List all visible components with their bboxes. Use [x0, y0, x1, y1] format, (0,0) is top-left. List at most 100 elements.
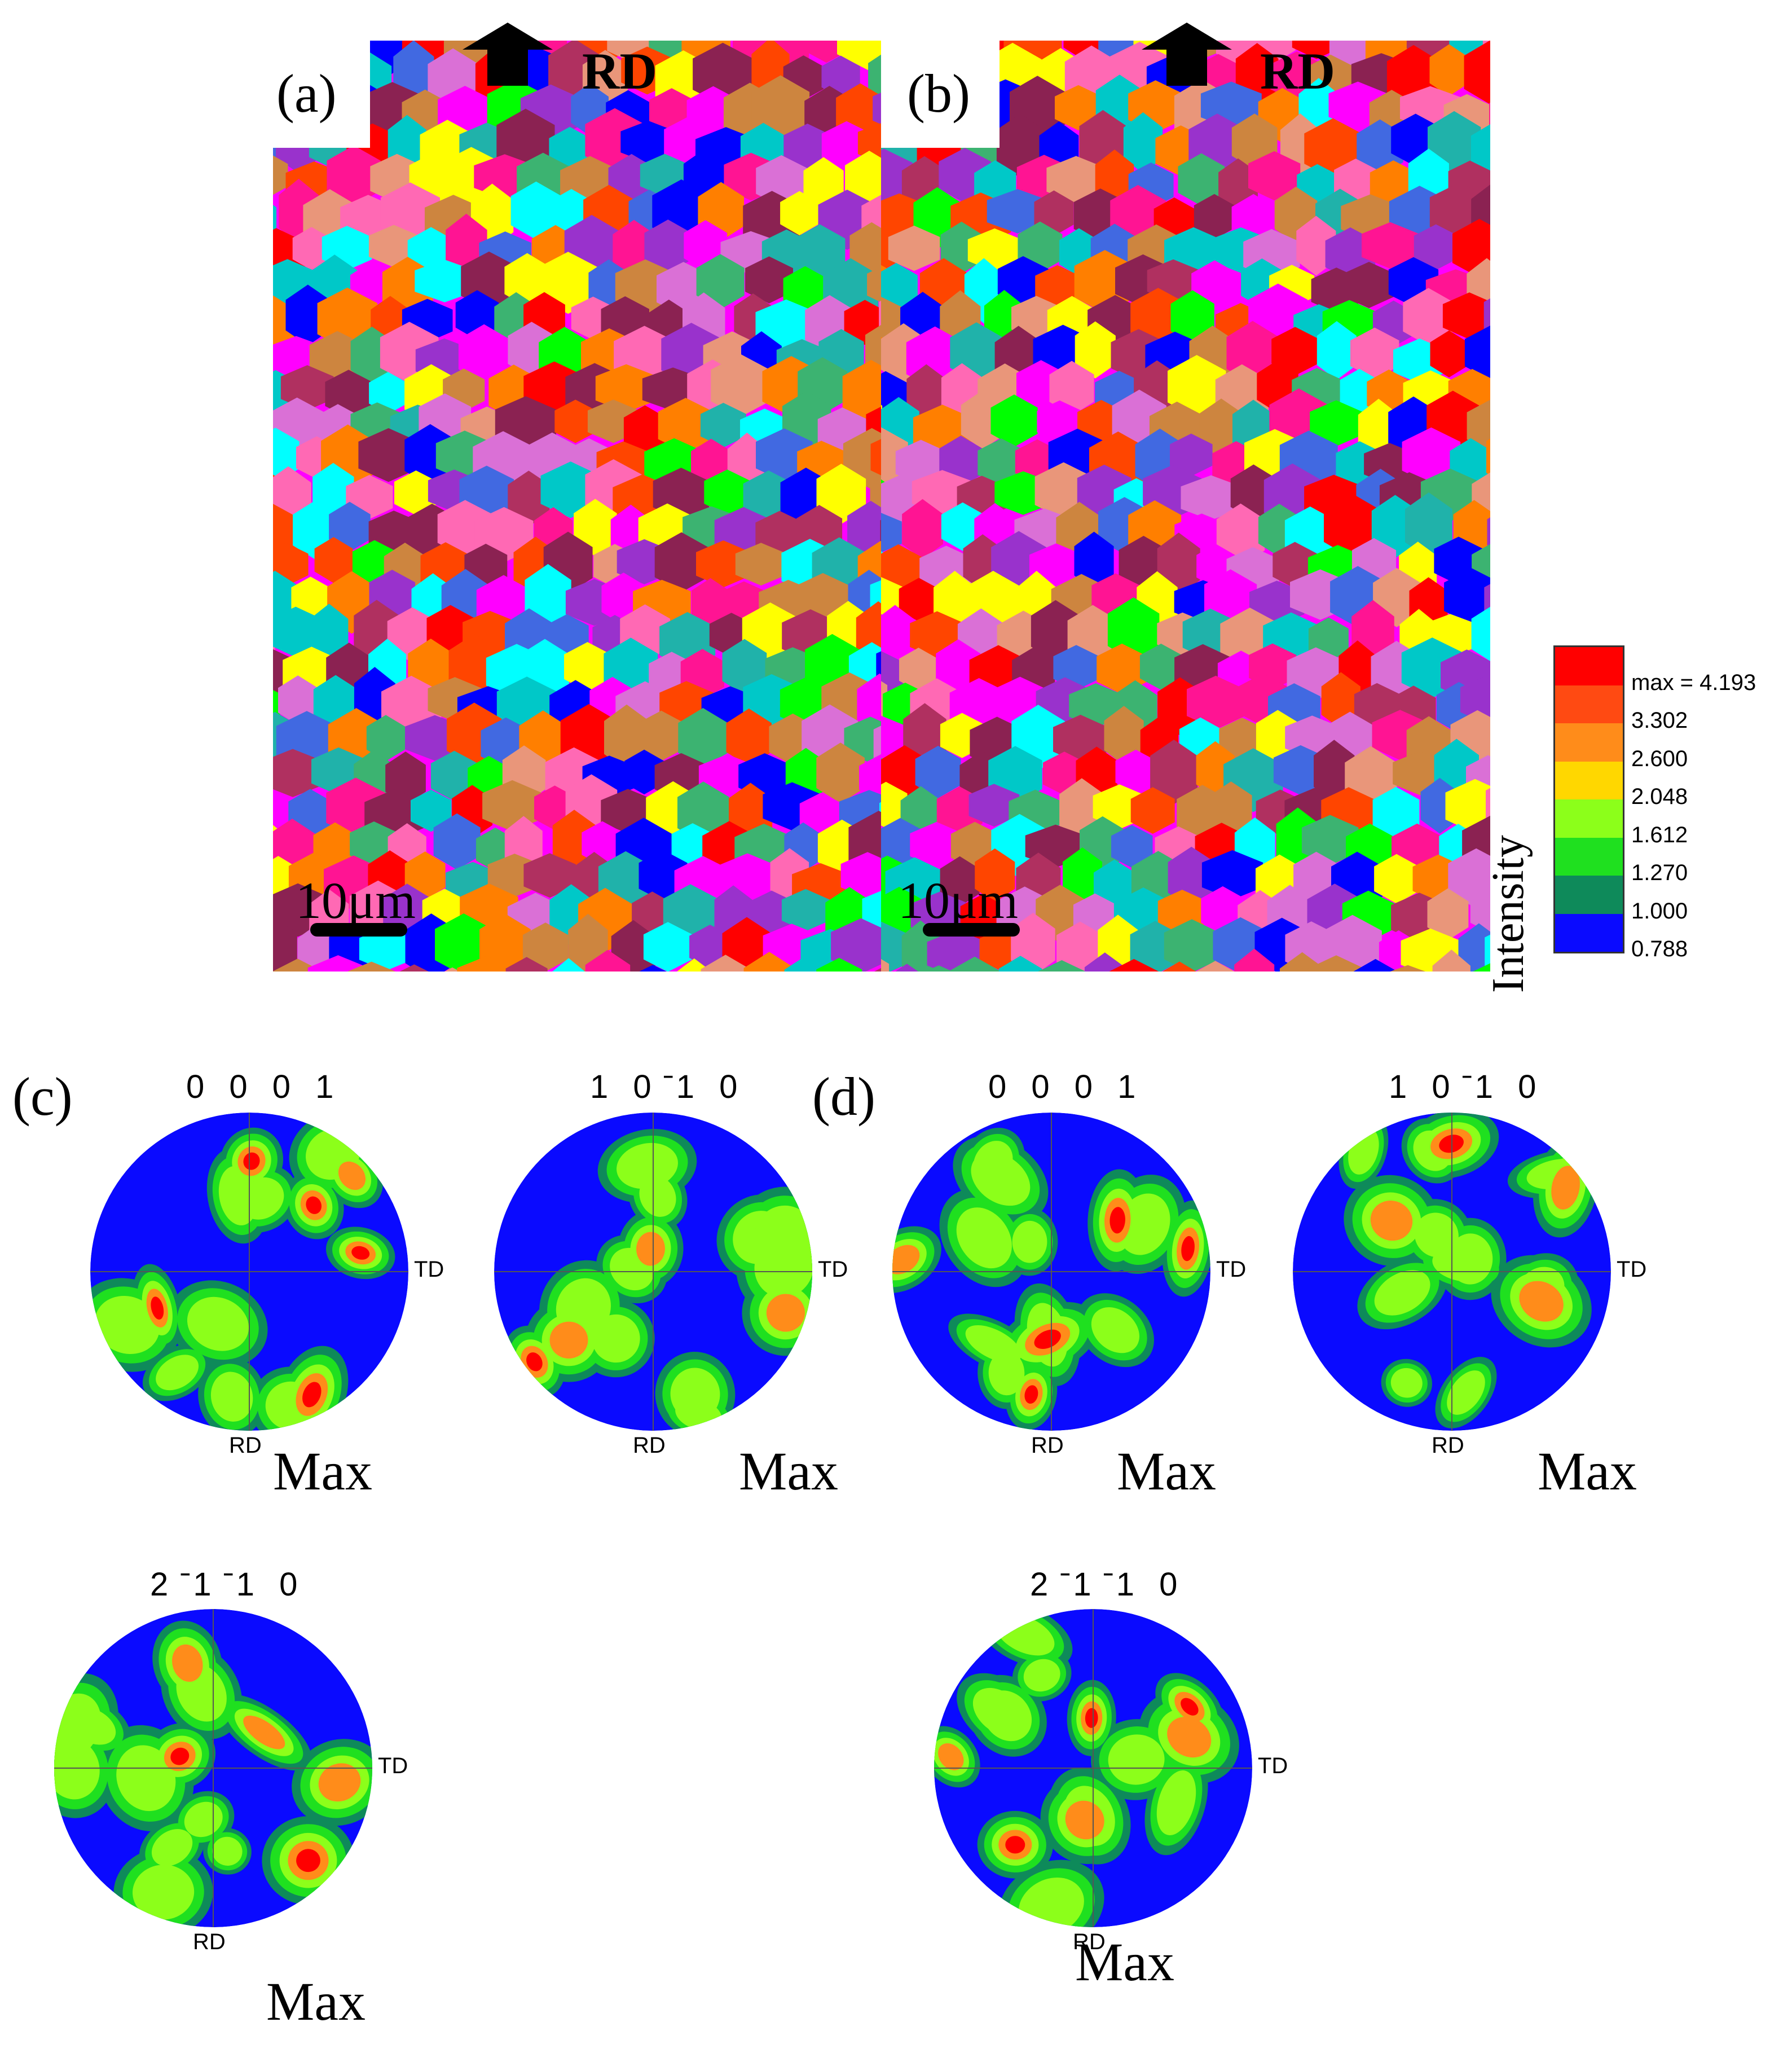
intensity-contour: [1065, 1800, 1104, 1840]
grain: [1292, 41, 1341, 59]
intensity-contour: [1091, 1307, 1139, 1353]
intensity-contour: [1447, 1370, 1485, 1415]
grain: [1187, 675, 1245, 729]
legend-level: 2.048: [1631, 784, 1688, 809]
td-label: TD: [1617, 1257, 1647, 1282]
grain: [700, 403, 746, 448]
grain: [399, 964, 429, 972]
grain: [711, 354, 770, 417]
grain: [867, 266, 881, 302]
legend-level: 1.000: [1631, 898, 1688, 924]
grain: [404, 851, 446, 900]
grain: [1314, 740, 1355, 803]
intensity-contour: [351, 1246, 370, 1260]
grain: [857, 123, 881, 163]
intensity-contour: [1024, 1385, 1038, 1404]
legend-swatch: [1555, 647, 1623, 685]
intensity-contour: [892, 1245, 920, 1274]
grain: [735, 543, 787, 586]
grain: [794, 224, 846, 282]
grain: [1178, 153, 1225, 206]
grain: [1038, 960, 1086, 972]
grain: [799, 793, 843, 836]
legend-swatch: [1555, 913, 1623, 952]
grain: [314, 537, 353, 583]
grain: [895, 964, 918, 972]
intensity-contour: [212, 1836, 243, 1866]
grain: [1362, 222, 1419, 269]
grain: [430, 750, 478, 801]
grain: [1310, 400, 1363, 447]
orientation-map-b: [881, 41, 1490, 972]
grain: [1063, 847, 1102, 905]
intensity-contour: [151, 1829, 193, 1866]
legend-level: max = 4.193: [1631, 670, 1756, 695]
grain: [1170, 290, 1214, 345]
grain: [1464, 326, 1490, 380]
grain: [415, 260, 475, 302]
intensity-contour: [1432, 1247, 1490, 1282]
grain: [975, 848, 1015, 903]
grain: [1075, 321, 1116, 379]
grain: [781, 889, 830, 931]
max-label: Max: [1117, 1441, 1216, 1501]
grain: [722, 639, 767, 695]
intensity-contour: [306, 1196, 322, 1214]
grain: [873, 726, 881, 762]
grain: [522, 922, 569, 972]
grain: [840, 852, 881, 899]
grain: [457, 956, 517, 972]
grain: [574, 499, 617, 557]
grain: [743, 952, 795, 972]
intensity-contour: [170, 1747, 190, 1765]
grain: [1271, 327, 1319, 376]
pole-figure-title: 1 0 ̄1 0: [1389, 1069, 1544, 1105]
intensity-contour: [210, 1372, 253, 1422]
label-backdrop-a: [273, 41, 370, 148]
td-label: TD: [1258, 1753, 1288, 1778]
grain: [329, 502, 371, 552]
grain: [1487, 517, 1490, 547]
grain: [816, 464, 866, 524]
grain: [998, 956, 1042, 972]
intensity-contour: [971, 1152, 1031, 1206]
grain: [874, 968, 881, 972]
grain: [968, 784, 1020, 827]
grain: [1405, 492, 1452, 559]
grain: [696, 540, 751, 588]
intensity-contour: [187, 1296, 249, 1351]
grain: [1201, 850, 1263, 900]
grain: [1390, 965, 1426, 972]
grain: [1427, 888, 1469, 940]
legend-level: 1.270: [1631, 860, 1688, 885]
grain: [783, 124, 831, 170]
grain: [523, 853, 576, 898]
intensity-contour: [956, 1207, 1012, 1269]
grain: [292, 227, 331, 270]
grain: [607, 41, 653, 61]
intensity-contour: [1390, 1368, 1423, 1398]
intensity-contour: [243, 1152, 260, 1170]
grain: [1444, 568, 1490, 626]
grain: [1150, 740, 1198, 805]
intensity-contour: [1005, 1836, 1025, 1854]
grain: [1164, 919, 1220, 972]
intensity-contour: [1374, 1270, 1430, 1316]
grain: [870, 439, 881, 476]
grain: [1458, 923, 1490, 972]
grain: [1350, 327, 1399, 379]
grain: [1046, 156, 1106, 204]
grain: [1414, 224, 1458, 270]
grain: [1353, 959, 1398, 972]
grain: [358, 428, 419, 482]
grain: [637, 710, 685, 761]
intensity-contour: [1181, 1698, 1199, 1716]
grain: [1374, 854, 1419, 904]
grain: [1168, 355, 1226, 419]
grain: [899, 578, 939, 622]
rd-label: RD: [1031, 1433, 1064, 1458]
intensity-contour: [526, 1352, 543, 1372]
grain: [654, 532, 708, 592]
grain: [1429, 44, 1469, 96]
intensity-contour: [1370, 1201, 1413, 1241]
